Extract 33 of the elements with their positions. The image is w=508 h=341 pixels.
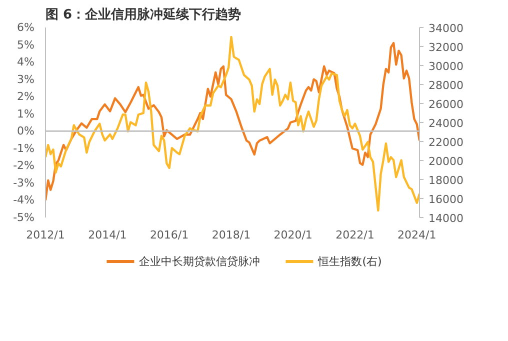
x-tick-label: 2014/1 bbox=[88, 228, 127, 242]
y-tick-label: 6% bbox=[17, 21, 34, 34]
y-tick-label: -2% bbox=[13, 159, 34, 172]
y2-tick-label: 14000 bbox=[428, 212, 464, 225]
y-tick-label: 2% bbox=[17, 90, 34, 104]
y-tick-label: 4% bbox=[17, 56, 34, 69]
chart-title: 图 6：企业信用脉冲延续下行趋势 bbox=[46, 6, 242, 22]
y2-tick-label: 18000 bbox=[428, 174, 464, 187]
y2-tick-label: 26000 bbox=[428, 98, 464, 111]
x-tick-label: 2018/1 bbox=[212, 228, 251, 242]
y2-tick-label: 34000 bbox=[428, 22, 464, 35]
y-tick-label: -3% bbox=[13, 176, 34, 190]
x-tick-label: 2016/1 bbox=[150, 228, 189, 242]
x-tick-label: 2024/1 bbox=[398, 228, 436, 242]
y-tick-label: 5% bbox=[17, 38, 34, 52]
y2-tick-label: 30000 bbox=[428, 60, 464, 73]
y2-tick-label: 16000 bbox=[428, 193, 464, 206]
y2-tick-label: 20000 bbox=[428, 155, 464, 168]
y2-tick-label: 28000 bbox=[428, 79, 464, 92]
x-tick-label: 2012/1 bbox=[26, 228, 65, 242]
y-tick-label: -4% bbox=[13, 194, 34, 207]
y-tick-label: 0% bbox=[17, 124, 34, 138]
legend-label: 企业中长期贷款信贷脉冲 bbox=[139, 254, 260, 268]
x-tick-label: 2020/1 bbox=[274, 228, 312, 242]
y2-tick-label: 22000 bbox=[428, 136, 464, 149]
legend-label: 恒生指数(右) bbox=[318, 254, 382, 268]
y-tick-label: -5% bbox=[13, 211, 34, 224]
y-tick-label: 1% bbox=[17, 107, 34, 120]
y-tick-label: 3% bbox=[17, 72, 34, 86]
y2-tick-label: 24000 bbox=[428, 117, 464, 130]
y-tick-label: -1% bbox=[13, 142, 34, 155]
x-tick-label: 2022/1 bbox=[336, 228, 374, 242]
y2-tick-label: 32000 bbox=[428, 41, 464, 54]
